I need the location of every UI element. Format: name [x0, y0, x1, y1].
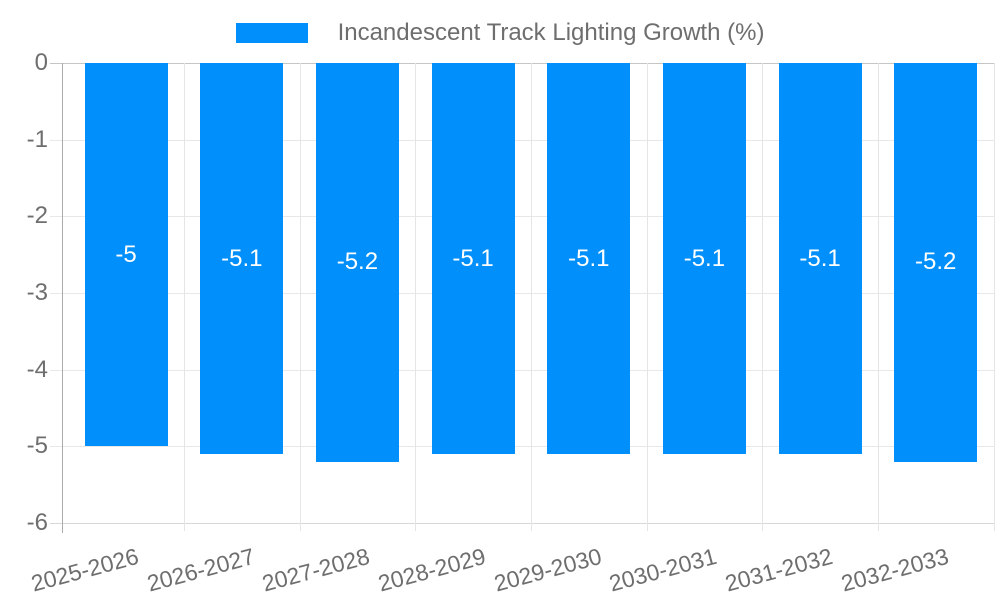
bar[interactable]: -5.1 — [200, 63, 284, 454]
bar-value-label: -5 — [115, 240, 137, 268]
h-gridline — [50, 523, 994, 524]
bar-value-label: -5.1 — [452, 244, 494, 272]
v-gridline — [762, 63, 764, 531]
x-axis-label: 2027-2028 — [259, 542, 373, 597]
v-gridline — [299, 63, 301, 531]
v-gridline — [877, 63, 879, 531]
v-gridline — [184, 63, 185, 531]
bar[interactable]: -5 — [84, 63, 168, 447]
y-axis-label: -3 — [26, 279, 48, 306]
y-axis-label: -6 — [26, 509, 48, 536]
legend-marker[interactable] — [235, 23, 308, 43]
x-axis-label: 2025-2026 — [28, 542, 142, 597]
bar-value-label: -5.1 — [221, 244, 263, 272]
v-gridline — [530, 63, 532, 531]
bar-value-label: -5.2 — [336, 248, 379, 276]
bar[interactable]: -5.1 — [431, 63, 515, 454]
bar[interactable]: -5.2 — [315, 63, 399, 462]
v-gridline — [646, 63, 648, 531]
y-axis-label: -5 — [26, 432, 48, 460]
bar[interactable]: -5.1 — [662, 63, 746, 454]
y-axis-label: -1 — [26, 125, 48, 153]
bar[interactable]: -5.2 — [894, 63, 978, 462]
x-axis-label: 2026-2027 — [144, 542, 258, 597]
legend: Incandescent Track Lighting Growth (%) — [0, 14, 1000, 52]
v-gridline — [415, 63, 417, 531]
bar-value-label: -5.1 — [568, 244, 610, 272]
bar[interactable]: -5.1 — [547, 63, 631, 454]
x-axis-label: 2028-2029 — [375, 542, 489, 597]
x-axis-label: 2029-2030 — [491, 542, 605, 597]
bar-value-label: -5.2 — [915, 248, 957, 276]
x-axis-label: 2031-2032 — [722, 542, 836, 597]
bar-value-label: -5.1 — [799, 244, 841, 272]
y-axis-label: -4 — [26, 355, 48, 383]
bar-value-label: -5.1 — [683, 244, 726, 272]
y-axis-label: 0 — [34, 49, 48, 76]
v-gridline — [993, 63, 995, 531]
x-axis-label: 2030-2031 — [606, 542, 720, 597]
bar[interactable]: -5.1 — [778, 63, 862, 454]
x-axis-label: 2032-2033 — [837, 542, 951, 597]
legend-label[interactable]: Incandescent Track Lighting Growth (%) — [337, 19, 765, 46]
y-axis-line — [62, 63, 63, 533]
y-axis-label: -2 — [26, 202, 48, 230]
